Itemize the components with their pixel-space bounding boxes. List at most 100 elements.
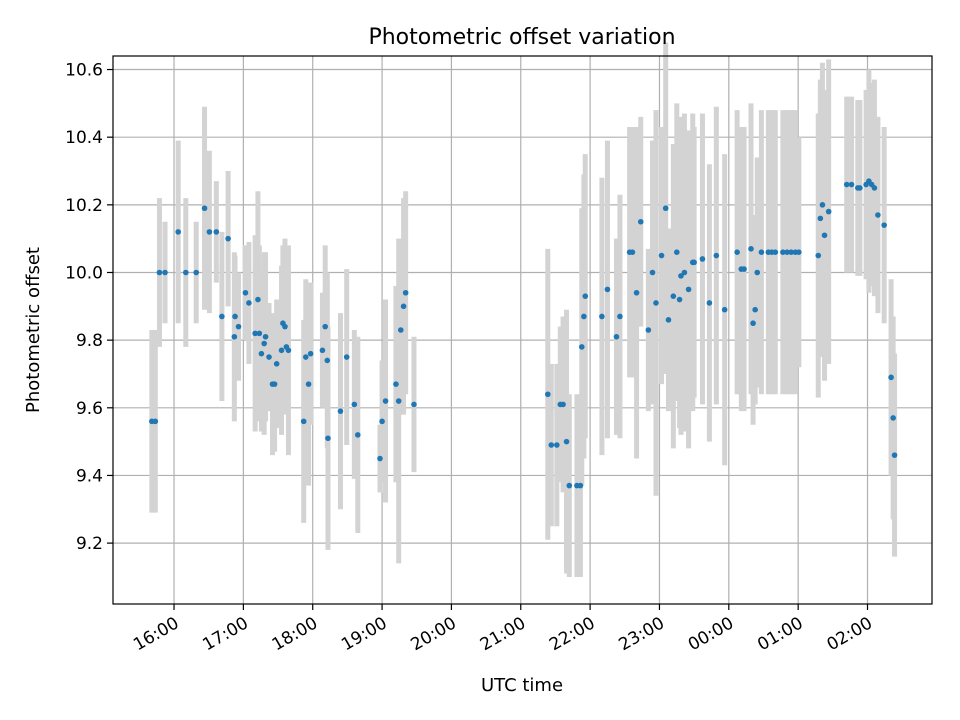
data-point bbox=[890, 415, 896, 421]
data-point bbox=[875, 212, 881, 218]
data-point bbox=[152, 418, 159, 425]
data-point bbox=[382, 398, 389, 404]
data-point bbox=[676, 296, 683, 303]
data-point bbox=[377, 455, 383, 462]
data-point bbox=[235, 323, 242, 330]
data-point bbox=[582, 293, 589, 299]
data-point bbox=[772, 249, 779, 255]
data-point bbox=[232, 313, 238, 320]
data-point bbox=[678, 273, 684, 279]
data-point bbox=[545, 391, 551, 398]
data-point bbox=[325, 435, 331, 442]
data-point bbox=[393, 381, 399, 387]
data-point bbox=[175, 229, 181, 235]
data-point bbox=[843, 181, 850, 188]
data-point bbox=[262, 333, 269, 340]
data-point bbox=[691, 259, 697, 266]
data-point bbox=[784, 249, 790, 255]
data-point bbox=[604, 286, 611, 293]
data-point bbox=[685, 286, 692, 293]
data-point bbox=[871, 185, 878, 191]
data-point bbox=[307, 350, 314, 357]
data-point bbox=[183, 269, 189, 276]
data-point bbox=[285, 347, 292, 354]
data-point bbox=[354, 432, 361, 438]
data-point bbox=[821, 232, 828, 239]
data-point bbox=[633, 289, 640, 296]
data-point bbox=[282, 323, 288, 330]
data-point bbox=[343, 354, 350, 360]
data-point bbox=[577, 482, 584, 489]
data-point bbox=[629, 249, 636, 255]
data-point bbox=[750, 320, 756, 327]
data-point bbox=[796, 249, 802, 255]
data-point bbox=[337, 408, 344, 414]
data-point bbox=[817, 215, 824, 222]
y-tick-label: 10.2 bbox=[65, 196, 103, 216]
data-point bbox=[780, 249, 786, 255]
chart-title: Photometric offset variation bbox=[368, 25, 675, 50]
data-point bbox=[754, 269, 761, 276]
data-point bbox=[748, 246, 754, 252]
data-point bbox=[231, 333, 238, 340]
data-point bbox=[400, 303, 407, 310]
y-tick-label: 9.4 bbox=[76, 466, 103, 486]
data-point bbox=[319, 347, 326, 354]
data-point bbox=[888, 374, 894, 381]
y-axis-label: Photometric offset bbox=[23, 247, 44, 413]
data-point bbox=[201, 205, 208, 212]
data-point bbox=[273, 361, 280, 367]
data-point bbox=[670, 293, 677, 299]
y-tick-label: 9.2 bbox=[76, 534, 103, 554]
data-point bbox=[734, 249, 740, 255]
data-point bbox=[741, 266, 747, 272]
data-point bbox=[261, 340, 267, 347]
data-point bbox=[397, 327, 404, 333]
data-point bbox=[563, 438, 570, 445]
data-point bbox=[848, 181, 855, 188]
data-point bbox=[673, 249, 680, 255]
data-point bbox=[617, 313, 623, 320]
data-point bbox=[256, 330, 263, 337]
data-point bbox=[758, 249, 765, 255]
data-point bbox=[302, 354, 309, 360]
y-tick-label: 10.0 bbox=[65, 263, 103, 283]
data-point bbox=[578, 344, 585, 350]
data-point bbox=[252, 330, 258, 337]
data-point bbox=[554, 442, 560, 448]
data-point bbox=[815, 252, 822, 259]
y-tick-label: 10.4 bbox=[65, 128, 103, 148]
data-point bbox=[857, 185, 863, 191]
data-point bbox=[246, 300, 252, 306]
data-point bbox=[213, 229, 220, 235]
data-point bbox=[560, 401, 566, 408]
data-point bbox=[649, 269, 656, 276]
data-point bbox=[193, 269, 200, 276]
data-point bbox=[379, 418, 385, 425]
data-point bbox=[681, 269, 688, 276]
data-point bbox=[613, 333, 620, 340]
data-point bbox=[258, 350, 265, 357]
data-point bbox=[271, 381, 278, 387]
data-point bbox=[278, 347, 285, 354]
data-point bbox=[305, 381, 312, 387]
data-point bbox=[402, 289, 409, 296]
data-point bbox=[581, 313, 587, 320]
y-axis-ticks: 9.2 9.4 9.6 9.8 10.0 10.2 10.4 10.6 bbox=[65, 61, 113, 554]
y-tick-label: 9.6 bbox=[76, 399, 103, 419]
data-point bbox=[819, 202, 826, 208]
data-point bbox=[156, 269, 163, 276]
data-points bbox=[149, 178, 898, 489]
data-point bbox=[891, 452, 898, 458]
data-point bbox=[225, 235, 231, 242]
data-point bbox=[395, 398, 402, 404]
data-point bbox=[548, 442, 555, 448]
data-point bbox=[645, 327, 652, 333]
data-point bbox=[162, 269, 168, 276]
data-point bbox=[266, 354, 272, 360]
data-point bbox=[721, 306, 728, 313]
data-point bbox=[653, 300, 659, 306]
data-point bbox=[658, 252, 665, 259]
data-point bbox=[662, 205, 669, 212]
data-point bbox=[706, 300, 713, 306]
